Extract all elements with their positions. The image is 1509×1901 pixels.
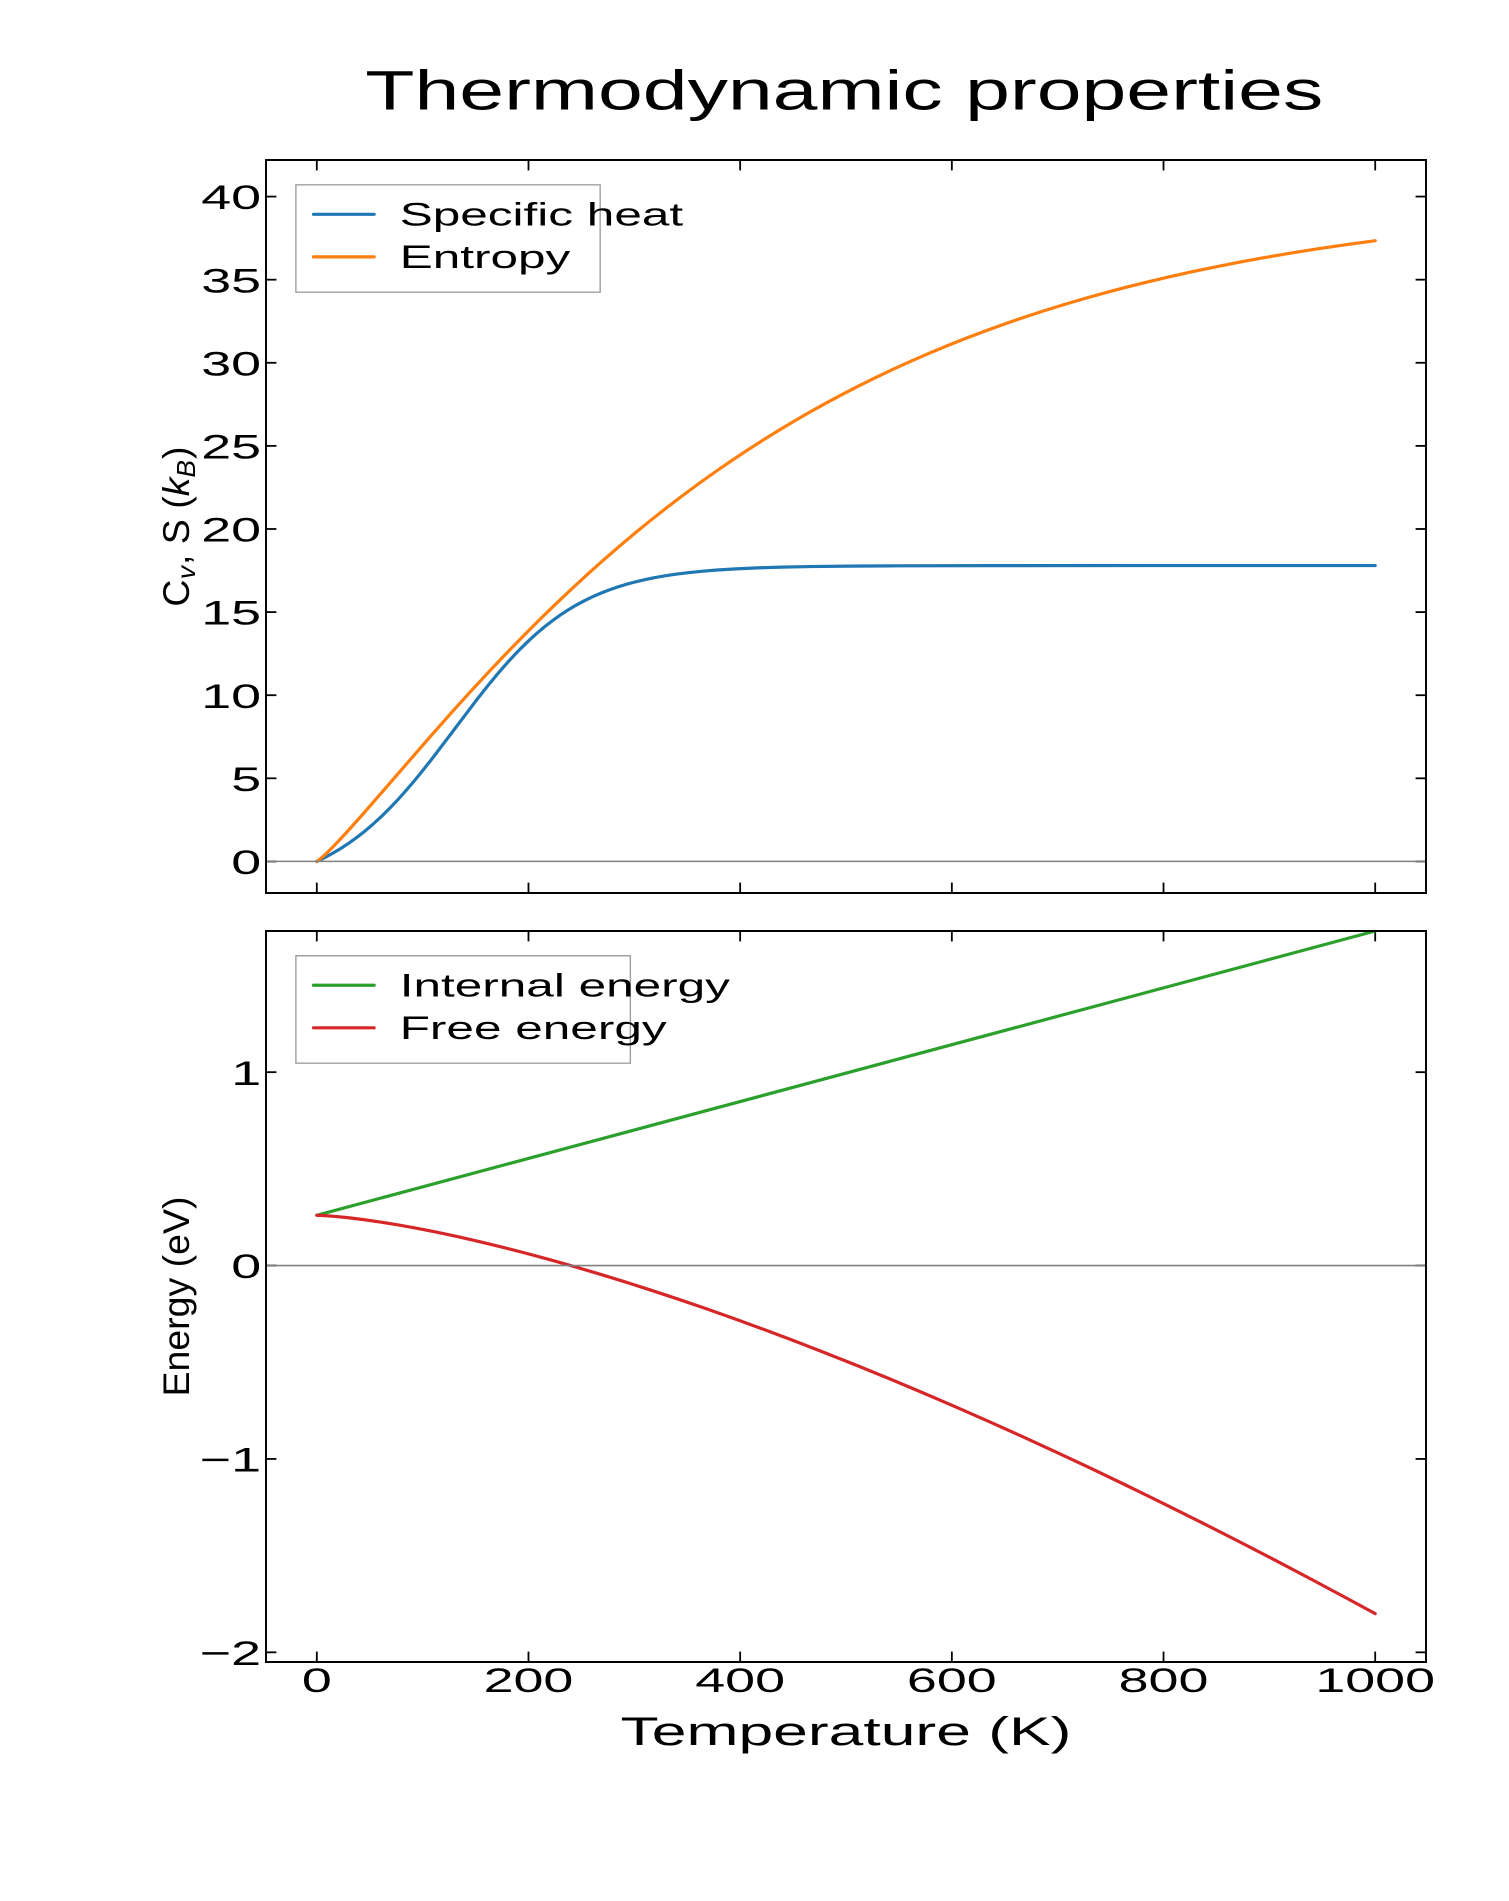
svg-text:600: 600 <box>907 1662 997 1700</box>
svg-text:0: 0 <box>231 1248 261 1286</box>
svg-text:Temperature (K): Temperature (K) <box>621 1709 1072 1754</box>
svg-text:−2: −2 <box>200 1635 261 1673</box>
svg-text:0: 0 <box>302 1662 332 1700</box>
svg-text:15: 15 <box>201 595 261 633</box>
svg-text:1000: 1000 <box>1315 1662 1435 1700</box>
svg-text:Thermodynamic properties: Thermodynamic properties <box>365 59 1323 121</box>
svg-text:30: 30 <box>201 345 261 383</box>
svg-text:20: 20 <box>201 512 261 550</box>
svg-text:35: 35 <box>201 262 261 300</box>
svg-text:Energy (eV): Energy (eV) <box>155 1196 197 1396</box>
svg-text:Specific heat: Specific heat <box>400 196 684 232</box>
svg-text:Entropy: Entropy <box>400 239 571 275</box>
svg-text:10: 10 <box>201 678 261 716</box>
svg-text:400: 400 <box>695 1662 785 1700</box>
svg-text:800: 800 <box>1119 1662 1209 1700</box>
svg-text:Free energy: Free energy <box>400 1010 667 1046</box>
svg-text:−1: −1 <box>200 1442 261 1480</box>
svg-text:1: 1 <box>231 1055 261 1093</box>
svg-text:0: 0 <box>231 844 261 882</box>
svg-text:25: 25 <box>201 428 261 466</box>
svg-text:200: 200 <box>484 1662 574 1700</box>
svg-text:Internal energy: Internal energy <box>400 967 730 1003</box>
svg-text:40: 40 <box>201 179 261 217</box>
svg-text:5: 5 <box>231 761 261 799</box>
